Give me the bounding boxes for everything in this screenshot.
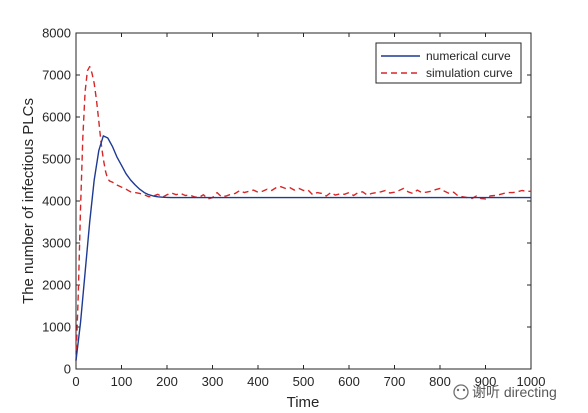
legend-box	[375, 42, 522, 84]
x-tick-label-0: 0	[72, 374, 79, 389]
x-tick-label-9: 900	[475, 374, 497, 389]
y-tick-label-5: 5000	[42, 152, 71, 167]
series-line-simulation	[75, 65, 531, 361]
wechat-icon-dot	[456, 388, 460, 392]
series-line-numerical	[75, 135, 531, 361]
legend: numerical curve simulation curve	[375, 42, 522, 84]
y-tick-label-7: 7000	[42, 68, 71, 83]
y-tick-label-2: 2000	[42, 278, 71, 293]
legend-label-numerical: numerical curve	[426, 49, 511, 63]
x-tick-label-1: 100	[111, 374, 133, 389]
x-tick-label-10: 1000	[517, 374, 546, 389]
watermark: 谢听 directing	[453, 384, 557, 400]
legend-label-simulation: simulation curve	[426, 66, 513, 80]
y-axis-label: The number of infectious PLCs	[20, 98, 37, 304]
y-tick-label-8: 8000	[42, 26, 71, 41]
plot-area	[75, 32, 532, 370]
wechat-icon-dot-2	[462, 388, 466, 392]
series-layer	[75, 65, 531, 361]
ticks: 0 100 200 300 400 500 600 700 800 900 1000 0 1000 200…	[42, 26, 545, 390]
x-tick-label-7: 700	[384, 374, 406, 389]
x-tick-label-6: 600	[338, 374, 360, 389]
y-tick-label-4: 4000	[42, 194, 71, 209]
y-tick-label-1: 1000	[42, 320, 71, 335]
x-tick-label-5: 500	[293, 374, 315, 389]
x-tick-label-2: 200	[156, 374, 178, 389]
x-tick-label-3: 300	[202, 374, 224, 389]
x-axis-label: Time	[287, 394, 320, 411]
y-tick-label-0: 0	[64, 362, 71, 377]
y-tick-label-6: 6000	[42, 110, 71, 125]
x-tick-label-8: 800	[429, 374, 451, 389]
x-tick-label-4: 400	[247, 374, 269, 389]
watermark-text: 谢听 directing	[472, 384, 557, 400]
y-tick-label-3: 3000	[42, 236, 71, 251]
wechat-icon	[453, 384, 469, 400]
